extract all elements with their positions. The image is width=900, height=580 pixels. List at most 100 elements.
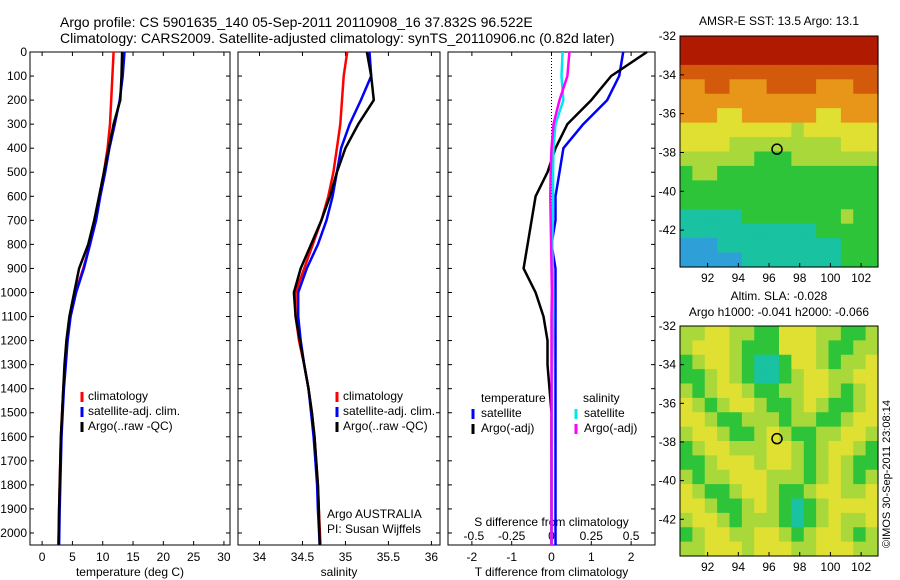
sst_map-cell bbox=[741, 194, 755, 210]
sla_map-cell bbox=[853, 541, 867, 557]
sst_map-cell bbox=[729, 209, 743, 225]
sla_map-cell bbox=[803, 354, 817, 370]
sst_map-cell bbox=[791, 151, 805, 167]
sla_map-cell bbox=[840, 354, 854, 370]
sla_map-y-tick-label: -40 bbox=[659, 474, 677, 488]
sst_map-cell bbox=[840, 165, 854, 181]
sst_map-cell bbox=[704, 151, 718, 167]
sla_map-cell bbox=[840, 326, 854, 341]
sla_map-cell bbox=[853, 397, 867, 413]
sla_map-cell bbox=[717, 484, 731, 500]
y-tick-label: 1600 bbox=[0, 430, 27, 444]
sst_map-cell bbox=[717, 64, 731, 80]
sla_map-cell bbox=[741, 354, 755, 370]
sst_map-cell bbox=[729, 108, 743, 124]
sla_map-cell bbox=[853, 512, 867, 528]
sla_map-cell bbox=[741, 484, 755, 500]
sst_map-cell bbox=[840, 36, 854, 52]
sla_map-cell bbox=[754, 397, 768, 413]
sla_map-cell bbox=[680, 412, 693, 428]
y-tick-label: 600 bbox=[7, 189, 27, 203]
sla_map-cell bbox=[766, 541, 780, 557]
sla_map-cell bbox=[741, 412, 755, 428]
sla_map-cell bbox=[754, 354, 768, 370]
sla_map-cell bbox=[766, 527, 780, 543]
sla_map-cell bbox=[754, 326, 768, 341]
sla_map-cell bbox=[853, 484, 867, 500]
sst_map-cell bbox=[680, 137, 693, 153]
sla_map-x-tick-label: 92 bbox=[701, 560, 715, 574]
sla_map-cell bbox=[853, 340, 867, 356]
sla_map-cell bbox=[680, 455, 693, 471]
sst_map-cell bbox=[853, 151, 867, 167]
sst_map-cell bbox=[680, 79, 693, 95]
sst_map-cell bbox=[717, 209, 731, 225]
sla_map-cell bbox=[816, 484, 830, 500]
sst_map-cell bbox=[717, 151, 731, 167]
sst_map-cell bbox=[865, 209, 879, 225]
sla_map-cell bbox=[766, 326, 780, 341]
sst_map-cell bbox=[754, 194, 768, 210]
sst_map-cell bbox=[803, 137, 817, 153]
sla_map-cell bbox=[729, 455, 743, 471]
y-tick-label: 400 bbox=[7, 141, 27, 155]
sst_map-cell bbox=[704, 108, 718, 124]
sla_map-cell bbox=[717, 397, 731, 413]
sla_map-cell bbox=[754, 455, 768, 471]
sst_map-frame bbox=[679, 35, 879, 268]
sst_map-cell bbox=[779, 64, 792, 80]
sst_map-y-tick-label: -42 bbox=[659, 223, 677, 237]
sla_map-cell bbox=[803, 512, 817, 528]
sla_map-cell bbox=[779, 326, 792, 341]
sst_map-cell bbox=[779, 252, 792, 268]
sst_map-cell bbox=[853, 209, 867, 225]
sla_map-y-tick-label: -32 bbox=[659, 319, 677, 333]
salinity-xlabel: salinity bbox=[321, 565, 358, 579]
sst_map-cell bbox=[828, 137, 842, 153]
sst_map-cell bbox=[741, 93, 755, 109]
sst_map-cell bbox=[816, 50, 830, 66]
sla_map-cell bbox=[704, 527, 718, 543]
sla_map-cell bbox=[692, 512, 706, 528]
sla_map-cell bbox=[766, 441, 780, 456]
sst_map-cell bbox=[754, 209, 768, 225]
sla_map-cell bbox=[766, 512, 780, 528]
sla_map-cell bbox=[865, 441, 879, 456]
sst_map-cell bbox=[766, 252, 780, 268]
x-tick-label: 25 bbox=[187, 550, 201, 564]
sla_map-cell bbox=[853, 469, 867, 485]
sst_map-cell bbox=[741, 122, 755, 138]
sst_map-cell bbox=[729, 122, 743, 138]
sst_map-cell bbox=[865, 36, 879, 52]
sla_map-cell bbox=[754, 498, 768, 514]
sst_map-cell bbox=[840, 238, 854, 254]
sst_map-cell bbox=[766, 50, 780, 66]
sst_map-cell bbox=[865, 50, 879, 66]
sla_map-cell bbox=[704, 484, 718, 500]
sst_map-cell bbox=[840, 209, 854, 225]
sst_map-cell bbox=[828, 209, 842, 225]
sst_map-cell bbox=[717, 137, 731, 153]
sst_map-cell bbox=[766, 93, 780, 109]
y-tick-label: 1100 bbox=[1, 310, 27, 324]
salinity-tick-label: 0.25 bbox=[580, 529, 604, 543]
sla_map-cell bbox=[865, 527, 879, 543]
sst_map-cell bbox=[741, 36, 755, 52]
sla_map-cell bbox=[754, 426, 768, 442]
sla_map-cell bbox=[766, 469, 780, 485]
sst_map-cell bbox=[754, 36, 768, 52]
sst_map-cell bbox=[729, 50, 743, 66]
sst_map-cell bbox=[840, 180, 854, 196]
sla_map-cell bbox=[729, 383, 743, 399]
sla_map-cell bbox=[717, 498, 731, 514]
sst_map-cell bbox=[766, 180, 780, 196]
sla_map-cell bbox=[779, 354, 792, 370]
sla_map-cell bbox=[766, 484, 780, 500]
sla_map-cell bbox=[816, 498, 830, 514]
sla_map-cell bbox=[840, 426, 854, 442]
sla_map-cell bbox=[791, 512, 805, 528]
sst_map-cell bbox=[828, 122, 842, 138]
sla_map-cell bbox=[704, 441, 718, 456]
sst_map-cell bbox=[828, 194, 842, 210]
